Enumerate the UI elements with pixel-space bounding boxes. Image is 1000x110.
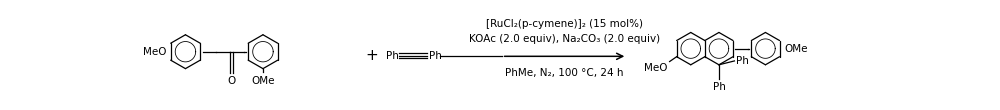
Text: Ph: Ph: [713, 82, 725, 92]
Text: MeO: MeO: [644, 63, 667, 73]
Text: PhMe, N₂, 100 °C, 24 h: PhMe, N₂, 100 °C, 24 h: [505, 68, 624, 78]
Text: KOAc (2.0 equiv), Na₂CO₃ (2.0 equiv): KOAc (2.0 equiv), Na₂CO₃ (2.0 equiv): [469, 34, 660, 44]
Text: O: O: [227, 76, 236, 86]
Text: Ph: Ph: [429, 51, 442, 60]
Text: OMe: OMe: [251, 76, 275, 86]
Text: +: +: [365, 48, 378, 63]
Text: [RuCl₂(p-cymene)]₂ (15 mol%): [RuCl₂(p-cymene)]₂ (15 mol%): [486, 19, 643, 29]
Text: Ph: Ph: [386, 51, 399, 60]
Text: MeO: MeO: [143, 47, 166, 57]
Text: Ph: Ph: [736, 56, 749, 66]
Text: OMe: OMe: [784, 44, 808, 54]
